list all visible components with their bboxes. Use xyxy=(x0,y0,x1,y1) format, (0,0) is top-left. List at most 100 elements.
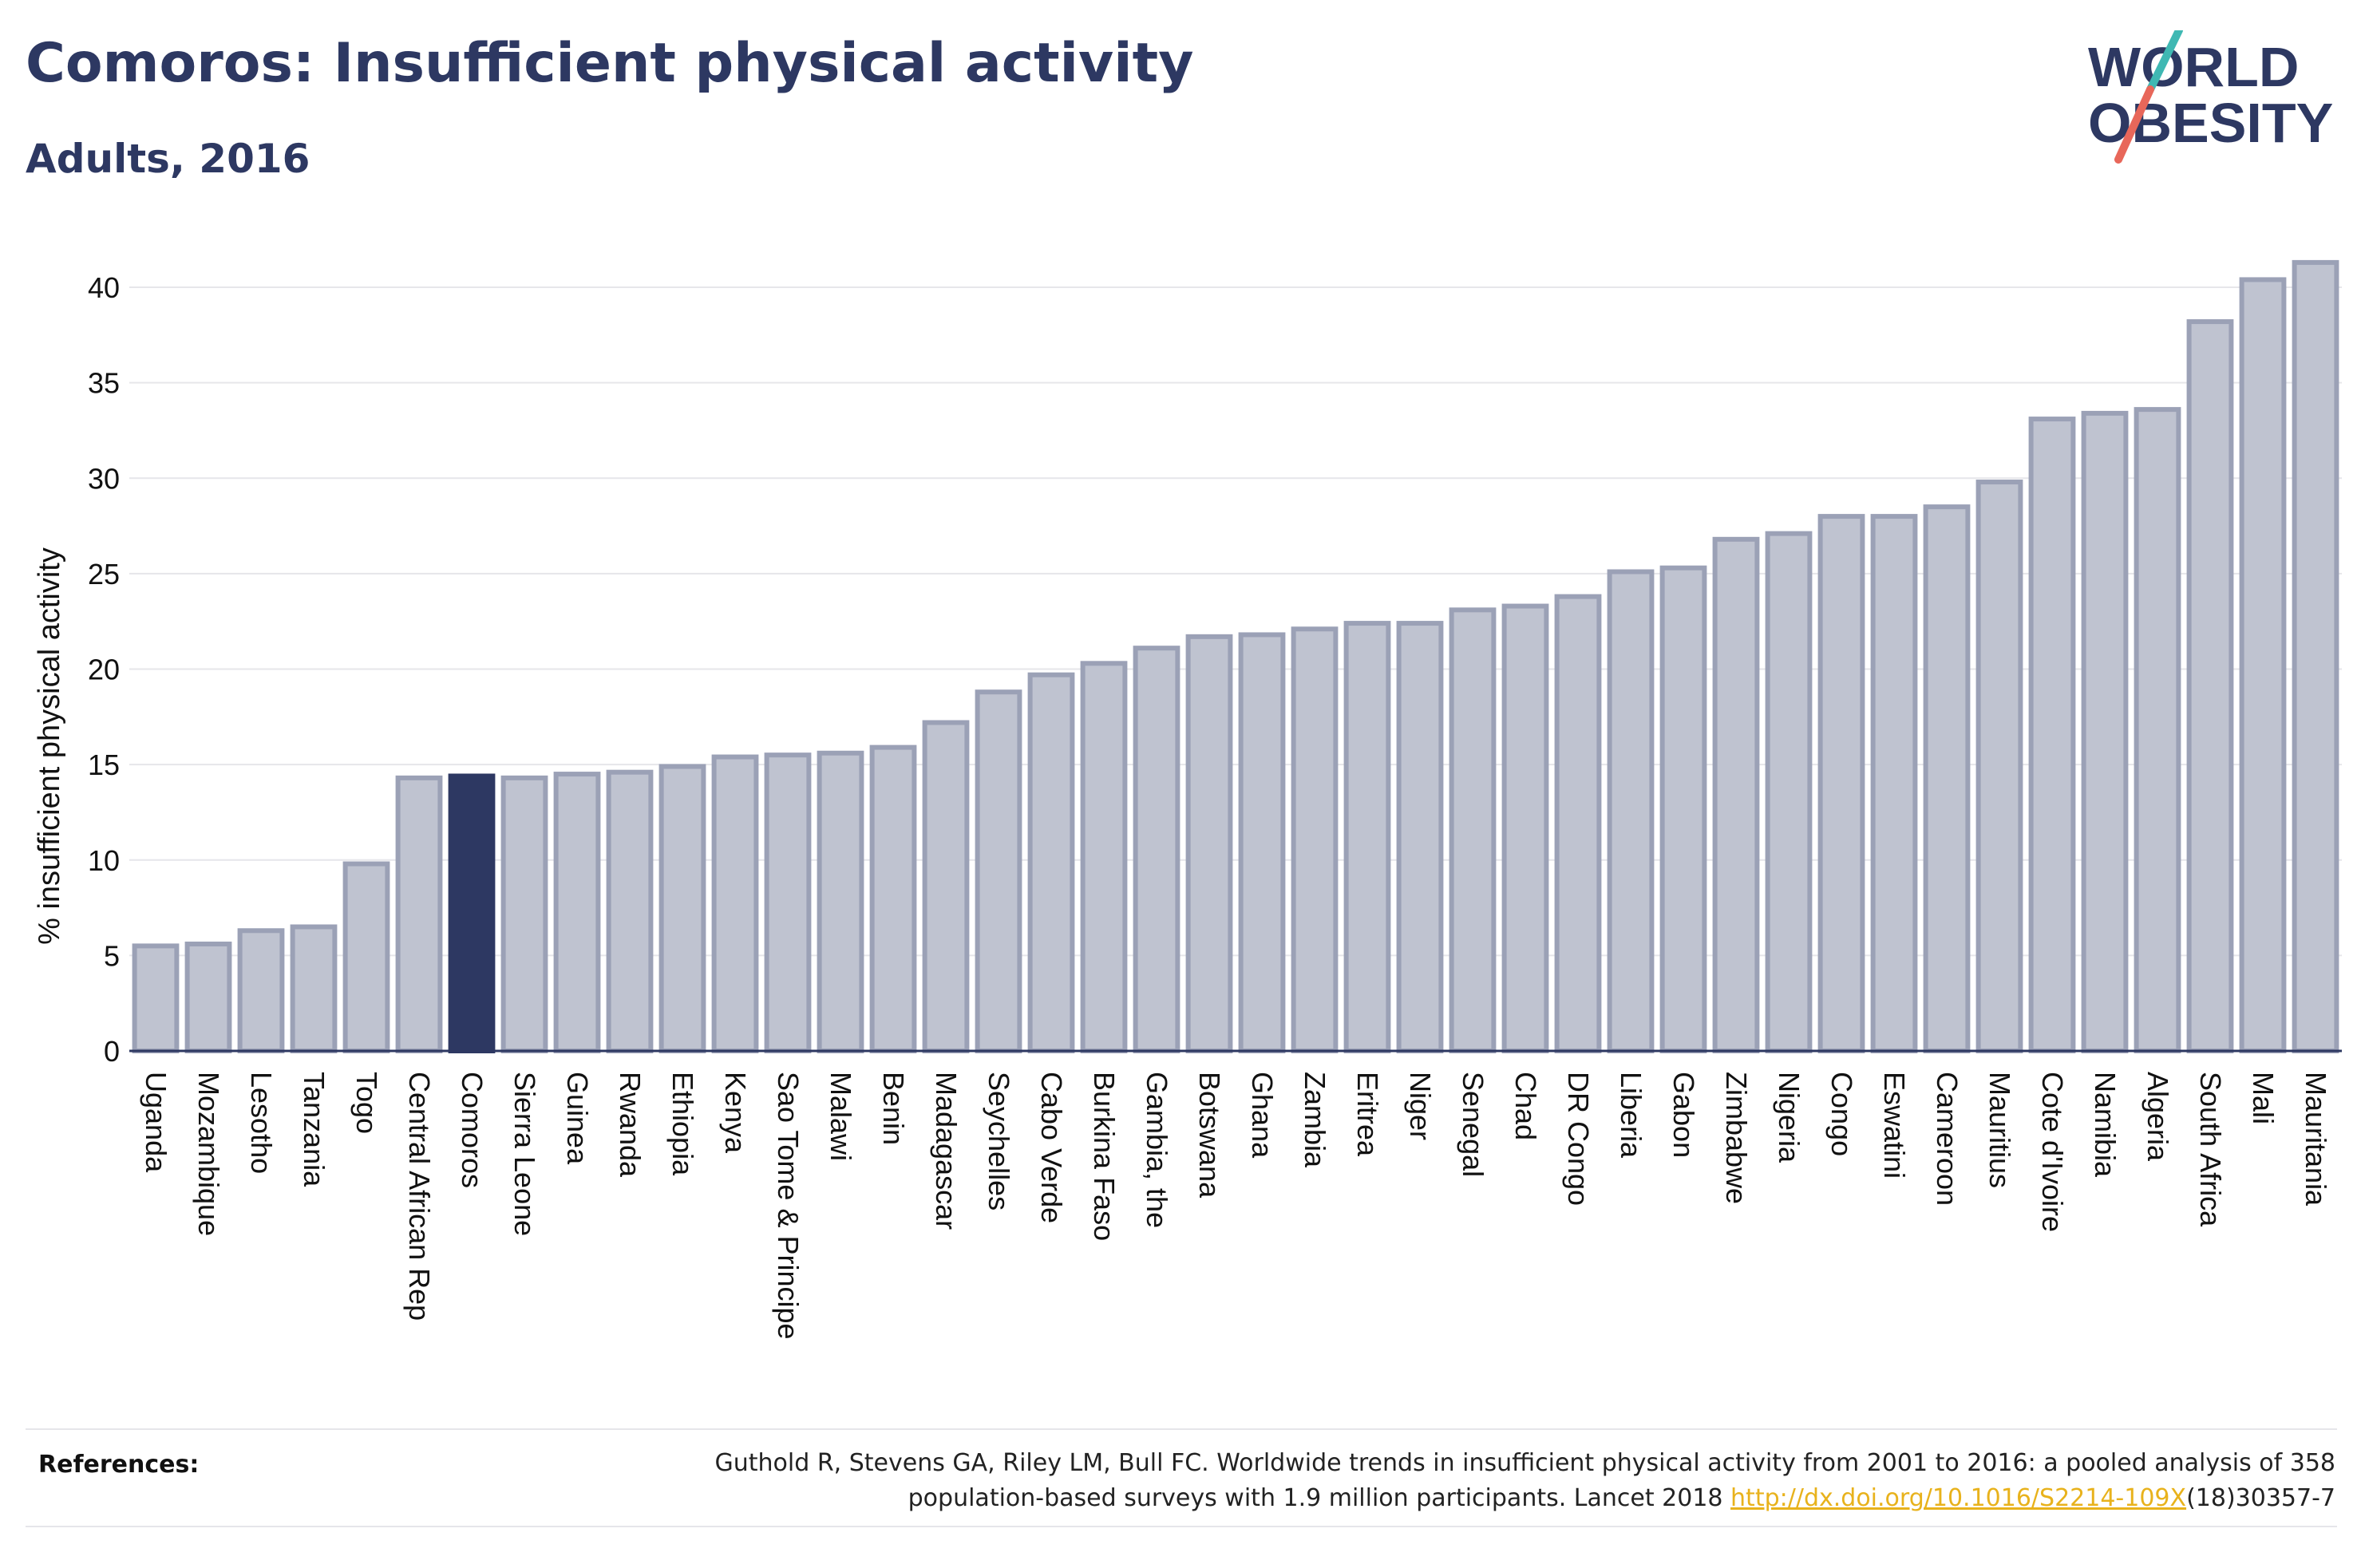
bar-madagascar xyxy=(922,720,970,1053)
x-tick-label: Botswana xyxy=(1193,1072,1226,1199)
bar-tanzania xyxy=(290,924,338,1054)
x-tick-label: Senegal xyxy=(1457,1072,1489,1177)
x-tick-label: Malawi xyxy=(825,1072,857,1161)
y-tick-label: 25 xyxy=(88,558,120,590)
bar-sierra-leone xyxy=(500,775,548,1053)
x-tick-label: Benin xyxy=(877,1072,910,1145)
chart-subtitle: Adults, 2016 xyxy=(26,136,310,182)
x-tick-label: Uganda xyxy=(140,1072,172,1173)
references-line2-after: (18)30357-7 xyxy=(2186,1484,2335,1512)
x-tick-label: Tanzania xyxy=(298,1072,330,1187)
bar-seychelles xyxy=(975,689,1022,1054)
bar-comoros xyxy=(448,773,496,1053)
bar-mali xyxy=(2239,277,2287,1053)
y-axis-label: % insufficient physical activity xyxy=(33,547,66,945)
x-tick-label: Nigeria xyxy=(1773,1072,1805,1163)
x-tick-label: Cote d'Ivoire xyxy=(2036,1072,2069,1232)
x-tick-label: Eritrea xyxy=(1351,1072,1384,1157)
logo-slash-coral xyxy=(2114,85,2154,164)
x-tick-label: Congo xyxy=(1825,1072,1858,1156)
y-tick-label: 30 xyxy=(88,462,120,495)
x-tick-label: Zimbabwe xyxy=(1720,1072,1753,1204)
bar-gambia-the xyxy=(1133,646,1180,1053)
x-tick-label: Gambia, the xyxy=(1141,1072,1173,1228)
x-tick-label: Kenya xyxy=(719,1072,752,1154)
x-tick-label: Lesotho xyxy=(245,1072,278,1174)
bar-benin xyxy=(869,745,917,1054)
references-text: Guthold R, Stevens GA, Riley LM, Bull FC… xyxy=(500,1446,2335,1516)
bar-burkina-faso xyxy=(1080,661,1128,1053)
x-tick-label: Chad xyxy=(1509,1072,1542,1140)
bar-cabo-verde xyxy=(1027,672,1075,1053)
bar-mauritania xyxy=(2292,259,2339,1053)
references-label: References: xyxy=(38,1451,200,1479)
axes: 0 5 10 15 20 25 30 35 40 Uganda Mozambique Lesotho T… xyxy=(88,271,2342,1340)
references-doi-link[interactable]: http://dx.doi.org/10.1016/S2214-109X xyxy=(1730,1484,2187,1512)
x-tick-label: Eswatini xyxy=(1878,1072,1911,1179)
x-tick-label: Sao Tome & Principe xyxy=(772,1072,805,1340)
bar-ethiopia xyxy=(658,764,706,1054)
bar-nigeria xyxy=(1765,531,1813,1053)
bar-zimbabwe xyxy=(1712,536,1760,1053)
x-tick-label: Zambia xyxy=(1299,1072,1331,1168)
x-tick-label: Mauritania xyxy=(2300,1072,2332,1207)
x-tick-label: Algeria xyxy=(2142,1072,2174,1162)
bar-niger xyxy=(1396,621,1444,1053)
x-tick-label: Cameroon xyxy=(1931,1072,1964,1206)
bar-congo xyxy=(1817,514,1865,1053)
bar-liberia xyxy=(1607,569,1655,1053)
bar-rwanda xyxy=(606,769,654,1053)
x-tick-label: Mauritius xyxy=(1983,1072,2016,1188)
y-tick-label: 40 xyxy=(88,271,120,304)
y-tick-label: 35 xyxy=(88,367,120,400)
x-tick-label: Sierra Leone xyxy=(508,1072,541,1236)
x-tick-label: Rwanda xyxy=(614,1072,647,1178)
bar-uganda xyxy=(132,943,180,1053)
bar-togo xyxy=(342,861,390,1054)
x-tick-label: Ethiopia xyxy=(666,1072,699,1176)
bar-zambia xyxy=(1291,626,1339,1053)
bar-chart: 0 5 10 15 20 25 30 35 40 Uganda Mozambique Lesotho T… xyxy=(33,259,2342,1340)
x-tick-label: Central African Rep xyxy=(403,1072,436,1321)
bar-cote-d-ivoire xyxy=(2028,417,2076,1053)
bar-sao-tome-principe xyxy=(764,752,812,1053)
references-divider-top xyxy=(26,1428,2337,1430)
bar-botswana xyxy=(1185,634,1233,1053)
x-tick-label: Guinea xyxy=(561,1072,594,1165)
bar-eswatini xyxy=(1870,514,1918,1053)
bar-south-africa xyxy=(2186,319,2234,1053)
bar-senegal xyxy=(1449,607,1497,1053)
x-tick-label: South Africa xyxy=(2194,1072,2227,1227)
references-divider-bottom xyxy=(26,1526,2337,1527)
x-tick-label: Mozambique xyxy=(192,1072,225,1236)
x-tick-label: Burkina Faso xyxy=(1088,1072,1121,1241)
x-tick-label: Togo xyxy=(350,1072,383,1134)
bar-algeria xyxy=(2134,407,2181,1053)
y-tick-label: 0 xyxy=(104,1035,120,1068)
chart-title: Comoros: Insufficient physical activity xyxy=(26,32,1194,95)
y-tick-label: 15 xyxy=(88,748,120,781)
bars xyxy=(132,259,2339,1054)
bar-cameroon xyxy=(1923,504,1971,1053)
x-tick-label: Seychelles xyxy=(983,1072,1015,1211)
bar-chad xyxy=(1501,603,1549,1053)
x-tick-label: Madagascar xyxy=(930,1072,963,1230)
bar-kenya xyxy=(711,754,759,1053)
y-tick-label: 5 xyxy=(104,939,120,972)
y-tick-label: 20 xyxy=(88,654,120,686)
x-tick-label: Ghana xyxy=(1246,1072,1279,1159)
bar-gabon xyxy=(1659,565,1707,1053)
references-line1: Guthold R, Stevens GA, Riley LM, Bull FC… xyxy=(714,1449,2335,1477)
x-tick-label: Liberia xyxy=(1615,1072,1647,1159)
bar-malawi xyxy=(817,750,864,1054)
bar-lesotho xyxy=(237,928,285,1053)
x-tick-label: Gabon xyxy=(1667,1072,1700,1158)
y-tick-label: 10 xyxy=(88,844,120,877)
x-tick-label: Mali xyxy=(2247,1072,2280,1124)
x-tick-label: Niger xyxy=(1404,1072,1437,1140)
gridlines xyxy=(129,286,2342,957)
bar-dr-congo xyxy=(1554,594,1602,1053)
bar-ghana xyxy=(1238,632,1286,1053)
bar-guinea xyxy=(553,772,601,1054)
x-tick-label: DR Congo xyxy=(1562,1072,1595,1206)
